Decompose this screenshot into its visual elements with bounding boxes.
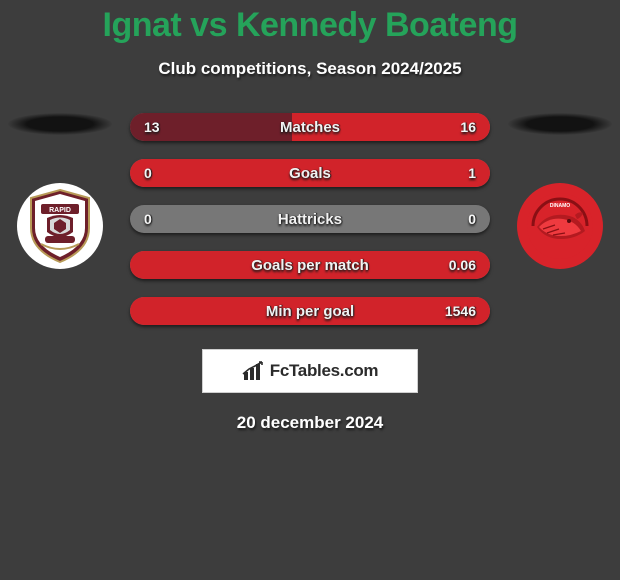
subtitle: Club competitions, Season 2024/2025 bbox=[0, 59, 620, 79]
club-badge-left: RAPID bbox=[17, 183, 103, 269]
stat-value-right: 1 bbox=[468, 165, 476, 181]
stat-value-right: 0 bbox=[468, 211, 476, 227]
stat-value-left: 13 bbox=[144, 119, 160, 135]
brand-box[interactable]: FcTables.com bbox=[202, 349, 418, 393]
player-shadow-right bbox=[508, 113, 612, 135]
stat-label: Goals bbox=[289, 165, 331, 182]
stat-row: Hattricks 0 0 bbox=[130, 205, 490, 233]
club-badge-right: DINAMO bbox=[517, 183, 603, 269]
svg-text:DINAMO: DINAMO bbox=[550, 203, 570, 209]
stat-value-left: 0 bbox=[144, 165, 152, 181]
player-shadow-left bbox=[8, 113, 112, 135]
dinamo-crest-icon: DINAMO bbox=[525, 191, 595, 261]
stat-label: Matches bbox=[280, 119, 340, 136]
bar-chart-icon bbox=[242, 360, 266, 382]
stat-value-right: 0.06 bbox=[449, 257, 476, 273]
stat-label: Min per goal bbox=[266, 303, 354, 320]
stat-row: Goals per match 0.06 bbox=[130, 251, 490, 279]
stat-row: Matches 13 16 bbox=[130, 113, 490, 141]
stat-label: Goals per match bbox=[251, 257, 369, 274]
stat-value-right: 16 bbox=[460, 119, 476, 135]
date-line: 20 december 2024 bbox=[0, 413, 620, 433]
stats-column: Matches 13 16 Goals 0 1 Hattricks 0 0 Goals per m… bbox=[130, 113, 490, 325]
comparison-row: RAPID Matches1316Goals01Hattricks00Goals… bbox=[0, 113, 620, 325]
brand-text: FcTables.com bbox=[270, 361, 379, 381]
svg-text:RAPID: RAPID bbox=[49, 207, 71, 214]
stat-row: Min per goal 1546 bbox=[130, 297, 490, 325]
stat-row: Goals 0 1 bbox=[130, 159, 490, 187]
page-title: Ignat vs Kennedy Boateng bbox=[0, 0, 620, 45]
rapid-crest-icon: RAPID bbox=[27, 188, 93, 264]
right-player-col: DINAMO bbox=[508, 113, 612, 269]
stat-value-left: 0 bbox=[144, 211, 152, 227]
stat-label: Hattricks bbox=[278, 211, 342, 228]
stat-value-right: 1546 bbox=[445, 303, 476, 319]
left-player-col: RAPID bbox=[8, 113, 112, 269]
